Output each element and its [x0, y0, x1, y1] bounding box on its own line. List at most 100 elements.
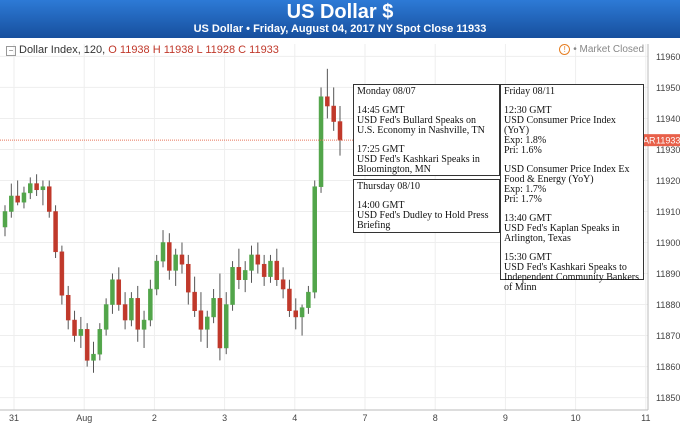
plus-minus-icon[interactable]: − [6, 46, 16, 56]
candle-body [255, 254, 261, 265]
event-time: 17:25 GMT [357, 144, 405, 155]
event-text: USD Fed's Kaplan Speaks in Arlington, Te… [504, 223, 620, 244]
y-tick-label: 11900 [656, 238, 680, 248]
candle-body [280, 279, 286, 290]
candle-body [28, 183, 33, 194]
candle-body [21, 192, 27, 203]
y-tick-label: 11910 [656, 207, 680, 217]
legend-ohlc: O 11938 H 11938 L 11928 C 11933 [108, 44, 279, 56]
event-text: USD Fed's Kashkari Speaks in Bloomington… [357, 154, 480, 175]
candle-body [141, 319, 147, 330]
candle-body [205, 316, 210, 330]
event-item: 14:45 GMT USD Fed's Bullard Speaks on U.… [357, 106, 496, 136]
event-item: 15:30 GMT USD Fed's Kashkari Speaks to I… [504, 253, 640, 293]
chart-header: US Dollar $ US Dollar • Friday, August 0… [0, 0, 680, 38]
event-heading: Monday 08/07 [357, 86, 416, 97]
y-tick-label: 11960 [656, 52, 680, 62]
event-heading: Thursday 08/10 [357, 181, 421, 192]
event-item: 13:40 GMT USD Fed's Kaplan Speaks in Arl… [504, 214, 640, 244]
candle-body [173, 254, 178, 271]
event-item: 14:00 GMT USD Fed's Dudley to Hold Press… [357, 201, 496, 231]
market-status: ! • Market Closed [559, 44, 644, 55]
candle-body [318, 96, 324, 187]
warning-icon: ! [559, 44, 571, 55]
candle-body [59, 251, 65, 296]
candle-body [148, 288, 153, 321]
event-text: USD Fed's Bullard Speaks on U.S. Economy… [357, 115, 485, 136]
candle-body [179, 254, 185, 265]
x-tick-label: 4 [292, 413, 297, 423]
event-time: 14:45 GMT [357, 105, 405, 116]
x-tick-label: 7 [362, 413, 367, 423]
candle-body [299, 307, 305, 318]
candle-body [198, 310, 204, 330]
candle-body [160, 242, 166, 262]
candle-body [249, 254, 254, 271]
event-pri: Pri: 1.6% [504, 145, 542, 156]
candle-body [167, 242, 172, 271]
candle-body [122, 304, 128, 321]
event-box-friday: Friday 08/11 12:30 GMT USD Consumer Pric… [500, 84, 644, 293]
candle-body [91, 353, 96, 361]
x-tick-label: 9 [503, 413, 508, 423]
candle-body [78, 329, 84, 336]
candle-body [211, 298, 216, 318]
candle-body [116, 279, 122, 305]
candle-body [337, 121, 343, 141]
candle-body [9, 195, 14, 212]
candle-body [53, 211, 58, 253]
event-text: USD Fed's Dudley to Hold Press Briefing [357, 210, 489, 231]
event-box-monday: Monday 08/07 14:45 GMT USD Fed's Bullard… [353, 84, 500, 176]
y-tick-label: 11950 [656, 83, 680, 93]
candle-body [97, 329, 103, 355]
candle-body [84, 329, 90, 361]
legend-symbol: Dollar Index, 120, [19, 44, 106, 56]
event-text: USD Consumer Price Index (YoY) [504, 115, 616, 136]
candle-body [192, 291, 197, 311]
event-text: USD Consumer Price Index Ex Food & Energ… [504, 164, 630, 185]
candle-body [274, 260, 280, 280]
candle-body [331, 105, 336, 122]
chart-title: US Dollar $ [286, 1, 394, 23]
event-time: 14:00 GMT [357, 200, 405, 211]
x-tick-label: Aug [76, 413, 92, 423]
x-tick-label: 8 [433, 413, 438, 423]
event-time: 15:30 GMT [504, 252, 552, 263]
x-tick-label: 11 [641, 413, 650, 423]
event-item: 12:30 GMT USD Consumer Price Index (YoY)… [504, 106, 640, 156]
candle-body [223, 304, 229, 349]
candle-body [103, 304, 109, 330]
x-tick-label: 10 [571, 413, 581, 423]
event-exp: Exp: 1.8% [504, 135, 547, 146]
y-tick-label: 11940 [656, 114, 680, 124]
legend: − Dollar Index, 120, O 11938 H 11938 L 11… [6, 44, 279, 56]
y-tick-label: 11870 [656, 331, 680, 341]
candle-body [186, 263, 191, 293]
y-tick-label: 11850 [656, 393, 680, 403]
x-tick-label: 31 [9, 413, 19, 423]
market-status-dot: • [573, 44, 580, 55]
candle-body [293, 310, 299, 318]
event-time: 13:40 GMT [504, 213, 552, 224]
x-tick-label: 2 [152, 413, 157, 423]
candle-body [154, 260, 159, 290]
event-heading: Friday 08/11 [504, 86, 556, 97]
candle-body [242, 270, 248, 280]
candle-body [312, 186, 317, 293]
event-item: 17:25 GMT USD Fed's Kashkari Speaks in B… [357, 145, 496, 175]
y-tick-label: 11920 [656, 176, 680, 186]
candle-body [306, 291, 311, 308]
event-text: USD Fed's Kashkari Speaks to Independent… [504, 262, 639, 293]
x-tick-label: 3 [222, 413, 227, 423]
chart-subtitle: US Dollar • Friday, August 04, 2017 NY S… [193, 23, 487, 35]
y-tick-label: 11930 [656, 145, 680, 155]
candle-body [129, 298, 134, 321]
event-pri: Pri: 1.7% [504, 194, 542, 205]
event-exp: Exp: 1.7% [504, 184, 547, 195]
event-time: 12:30 GMT [504, 105, 552, 116]
candle-body [261, 263, 267, 277]
candle-body [268, 260, 273, 277]
y-tick-label: 11890 [656, 269, 680, 279]
event-box-thursday: Thursday 08/10 14:00 GMT USD Fed's Dudle… [353, 179, 500, 233]
candle-body [110, 279, 115, 305]
